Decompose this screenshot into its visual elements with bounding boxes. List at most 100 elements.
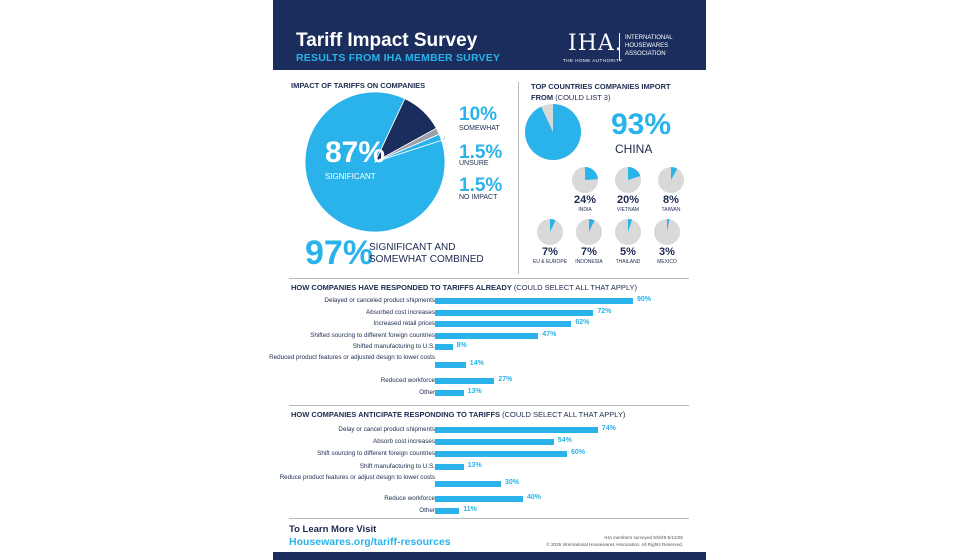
countries-section-title: TOP COUNTRIES COMPANIES IMPORT FROM (COU… [531, 82, 671, 102]
country-name: MEXICO [657, 259, 677, 265]
bar [435, 451, 567, 458]
country-name: TAIWAN [661, 207, 681, 213]
bar-row: Reduce product features or adjust design… [273, 474, 706, 494]
bar-category-label: Increased retail prices [373, 320, 435, 328]
bar-value-label: 13% [467, 387, 482, 395]
bar-category-label: Reduced product features or adjusted des… [269, 354, 435, 361]
bar [435, 344, 453, 351]
bar-category-label: Absorbed cost increases [366, 308, 435, 316]
country-name: INDONESIA [575, 259, 603, 265]
country-pie-indonesia [576, 219, 602, 245]
country-percent: 3% [659, 246, 675, 258]
bar [435, 298, 633, 304]
bar-category-label: Other [419, 507, 435, 514]
bar [435, 321, 572, 328]
bar [435, 378, 495, 384]
significant-label: SIGNIFICANT [325, 172, 376, 181]
somewhat-label: SOMEWHAT [459, 125, 500, 132]
bar-category-label: Shifted sourcing to different foreign co… [310, 331, 435, 339]
pie-share [667, 219, 670, 232]
unsure-label: UNSURE [459, 160, 489, 167]
bar-category-label: Delayed or canceled product shipments [324, 297, 435, 304]
section-divider [289, 278, 689, 279]
header-banner: Tariff Impact Survey RESULTS FROM IHA ME… [273, 0, 706, 70]
bar-row: Delayed or canceled product shipments 90% [273, 296, 706, 308]
bar-row: Reduced workforce 27% [273, 376, 706, 388]
bar [435, 332, 539, 339]
bar-row: Absorb cost increases 54% [273, 437, 706, 449]
bar-value-label: 90% [637, 296, 652, 303]
bar-category-label: Absorb cost increases [373, 438, 435, 446]
china-percent: 93% [611, 108, 672, 141]
vertical-divider [518, 82, 519, 274]
bar-row: Delay or cancel product shipments 74% [273, 425, 706, 437]
bar [435, 508, 460, 514]
unsure-percent: 1.5% [459, 142, 503, 163]
country-pie-vietnam [615, 167, 641, 193]
bar-category-label: Other [419, 388, 435, 396]
bar-category-label: Reduce product features or adjust design… [279, 473, 435, 481]
anticipate-section-title: HOW COMPANIES ANTICIPATE RESPONDING TO T… [291, 410, 626, 419]
section-divider [289, 518, 689, 519]
no-impact-label: NO IMPACT [459, 194, 498, 201]
bar-row: Increased retail prices 62% [273, 319, 706, 331]
resources-link[interactable]: Housewares.org/tariff-resources [289, 536, 451, 548]
combined-percent: 97% [305, 234, 374, 272]
bar [435, 427, 598, 433]
bar-row: Shift sourcing to different foreign coun… [273, 449, 706, 461]
bar-category-label: Reduce workforce [384, 494, 435, 502]
country-name: VIETNAM [616, 207, 640, 213]
page-title: Tariff Impact Survey [296, 30, 478, 51]
bar-row: Reduced product features or adjusted des… [269, 354, 706, 376]
section-divider [289, 405, 689, 406]
country-percent: 7% [581, 246, 597, 258]
bar-row: Shifted manufacturing to U.S. 8% [273, 342, 706, 354]
bar-row: Shift manufacturing to U.S. 13% [273, 462, 706, 474]
bar [435, 309, 594, 316]
impact-section-title: IMPACT OF TARIFFS ON COMPANIES [291, 81, 426, 90]
bar-value-label: 30% [505, 478, 520, 486]
somewhat-percent: 10% [459, 104, 498, 125]
country-pie-mexico [654, 219, 680, 245]
bar-row: Other 13% [273, 388, 706, 400]
pie-share [628, 167, 641, 180]
bar [435, 463, 464, 470]
bar [435, 362, 466, 368]
bar-category-label: Shift manufacturing to U.S. [359, 462, 435, 470]
bar-row: Absorbed cost increases 72% [273, 308, 706, 320]
iha-logo: IHA. [568, 31, 623, 56]
bar-category-label: Reduced workforce [380, 377, 435, 384]
impact-pie-chart [305, 92, 445, 232]
bar [435, 439, 554, 446]
countries-pie-grid [525, 104, 684, 245]
copyright-note: © 2025 International Housewares Associat… [546, 542, 683, 547]
country-percent: 8% [663, 194, 679, 206]
bar-value-label: 11% [463, 506, 477, 513]
pie-share [585, 167, 598, 180]
china-label: CHINA [615, 142, 653, 156]
bar-value-label: 40% [527, 493, 542, 501]
bar-row: Other 11% [273, 506, 706, 518]
footer-band [273, 552, 706, 560]
bar-category-label: Shifted manufacturing to U.S. [352, 343, 435, 351]
bar-value-label: 47% [542, 330, 557, 338]
logo-name: INTERNATIONAL HOUSEWARES ASSOCIATION [625, 35, 673, 57]
logo-divider [619, 33, 620, 61]
bar-category-label: Delay or cancel product shipments [338, 426, 435, 433]
significant-percent: 87% [325, 136, 386, 169]
bar-category-label: Shift sourcing to different foreign coun… [317, 450, 435, 458]
bar [435, 495, 523, 502]
pie-share [589, 219, 595, 232]
pie-slice-significant [305, 92, 445, 232]
pie-share [628, 219, 633, 232]
bar [435, 480, 501, 487]
country-pie-thailand [615, 219, 641, 245]
bar-value-label: 54% [557, 437, 572, 445]
country-percent: 5% [620, 246, 636, 258]
bar-value-label: 13% [467, 461, 482, 469]
country-name: EU & EUROPE [532, 259, 568, 265]
bar-value-label: 74% [601, 425, 616, 432]
page-subtitle: RESULTS FROM IHA MEMBER SURVEY [296, 52, 501, 64]
pie-share [525, 104, 581, 160]
country-name: THAILAND [615, 259, 641, 265]
